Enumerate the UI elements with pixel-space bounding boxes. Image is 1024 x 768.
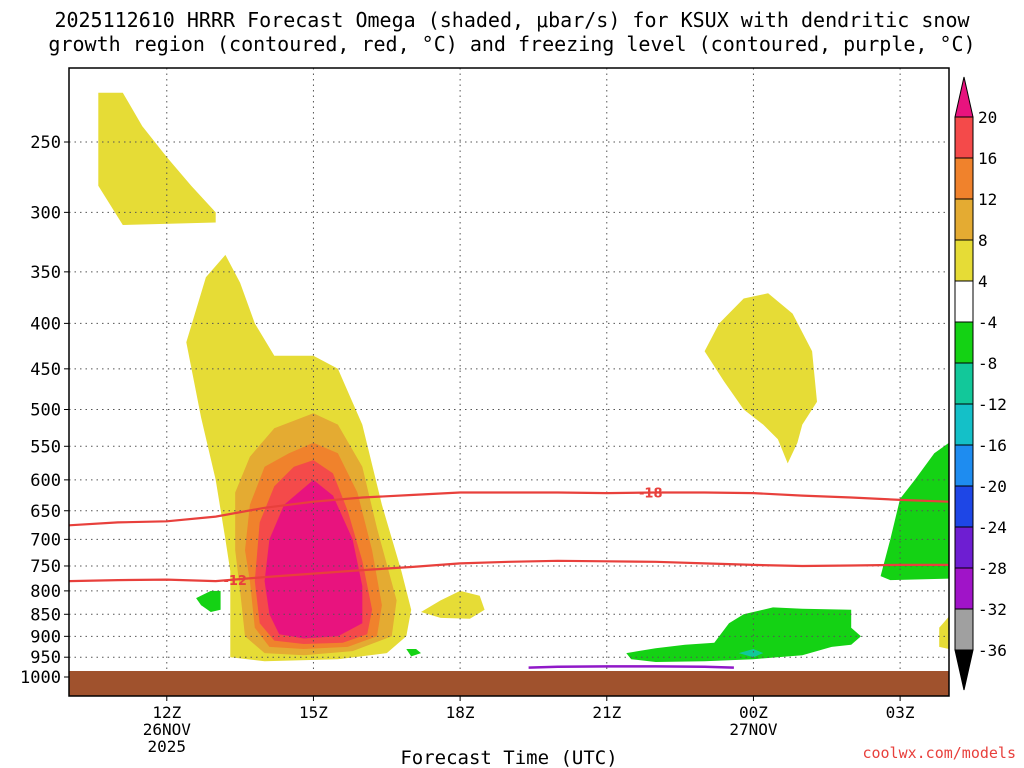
colorbar-label: -36 (978, 641, 1007, 660)
colorbar-label: -28 (978, 559, 1007, 578)
freezing-level-contour (528, 665, 734, 669)
x-tick-label: 18Z (446, 703, 475, 722)
plot-frame (68, 67, 950, 697)
colorbar-label: -8 (978, 354, 997, 373)
colorbar-label: -16 (978, 436, 1007, 455)
dendritic-contour--18 (69, 491, 949, 527)
x-tick-label: 03Z (886, 703, 915, 722)
colorbar-swatch-m8tom4 (954, 321, 974, 364)
colorbar-label: 16 (978, 149, 997, 168)
omega-region-5 (264, 479, 363, 639)
y-tick-label: 850 (30, 605, 61, 625)
omega-region-10 (406, 649, 421, 657)
omega-shading (98, 92, 949, 662)
omega-region-7 (704, 293, 817, 464)
colorbar: 20 16 12 8 4 -4 -8 -12 -16 -20 -24 -28 -32 -36 (954, 76, 1007, 691)
y-axis-ticks: 2503003504004505005506006507007508008509… (20, 133, 69, 688)
x-tick-label: 00Z (739, 703, 768, 722)
y-tick-label: 400 (30, 314, 61, 334)
colorbar-label: -12 (978, 395, 1007, 414)
x-tick-label: 15Z (299, 703, 328, 722)
colorbar-label: -32 (978, 600, 1007, 619)
omega-region-12 (738, 649, 764, 658)
colorbar-label: 12 (978, 190, 997, 209)
y-tick-label: 650 (30, 502, 61, 522)
omega-region-8 (939, 616, 949, 649)
colorbar-label: 4 (978, 272, 988, 291)
y-tick-label: 700 (30, 530, 61, 550)
dendritic-contour-label: -12 (223, 574, 247, 589)
omega-region-6 (421, 590, 485, 619)
chart-title: 2025112610 HRRR Forecast Omega (shaded, … (0, 8, 1024, 56)
y-tick-label: 350 (30, 263, 61, 283)
colorbar-label: -24 (978, 518, 1007, 537)
colorbar-bottom-arrow (954, 649, 974, 691)
y-tick-label: 1000 (20, 668, 61, 688)
x-tick-label: 21Z (592, 703, 621, 722)
y-tick-label: 300 (30, 203, 61, 223)
x-tick-date: 26NOV (143, 720, 192, 739)
colorbar-swatch-m24tom20 (954, 485, 974, 528)
y-tick-label: 900 (30, 627, 61, 647)
x-axis-label: Forecast Time (UTC) (400, 747, 617, 768)
colorbar-swatch-12to16 (954, 157, 974, 200)
colorbar-swatch-m36tom32 (954, 608, 974, 651)
omega-region-0 (98, 92, 216, 225)
colorbar-swatch-4to8 (954, 239, 974, 282)
chart-title-line1: 2025112610 HRRR Forecast Omega (shaded, … (54, 8, 970, 32)
colorbar-swatch-m20tom16 (954, 444, 974, 487)
colorbar-swatch-8to12 (954, 198, 974, 241)
y-tick-label: 550 (30, 437, 61, 457)
omega-region-9 (196, 590, 221, 612)
colorbar-swatch-m28tom24 (954, 526, 974, 569)
x-tick-date: 27NOV (729, 720, 778, 739)
y-tick-label: 600 (30, 471, 61, 491)
colorbar-swatch-neutral (954, 280, 974, 323)
chart-title-line2: growth region (contoured, red, °C) and f… (48, 32, 976, 56)
colorbar-label: 8 (978, 231, 988, 250)
y-tick-label: 250 (30, 133, 61, 153)
omega-region-13 (880, 442, 949, 581)
omega-region-11 (626, 607, 861, 662)
watermark-text: coolwx.com/models (862, 744, 1016, 762)
colorbar-label: -20 (978, 477, 1007, 496)
ground-layer (69, 671, 949, 696)
y-tick-label: 450 (30, 360, 61, 380)
y-tick-label: 750 (30, 557, 61, 577)
x-tick-label: 12Z (152, 703, 181, 722)
ground-surface (69, 671, 949, 696)
dendritic-contour-label: -18 (639, 487, 663, 502)
colorbar-top-arrow (954, 76, 974, 118)
contour-lines: -12 -18 (69, 487, 949, 669)
colorbar-label: -4 (978, 313, 997, 332)
x-tick-year: 2025 (148, 737, 187, 756)
colorbar-swatch-m12tom8 (954, 362, 974, 405)
y-tick-label: 500 (30, 401, 61, 421)
colorbar-swatch-m16tom12 (954, 403, 974, 446)
y-tick-label: 950 (30, 648, 61, 668)
y-tick-label: 800 (30, 582, 61, 602)
colorbar-swatch-16to20 (954, 116, 974, 159)
colorbar-swatch-m32tom28 (954, 567, 974, 610)
colorbar-label: 20 (978, 108, 997, 127)
dendritic-contour--12 (69, 559, 949, 583)
